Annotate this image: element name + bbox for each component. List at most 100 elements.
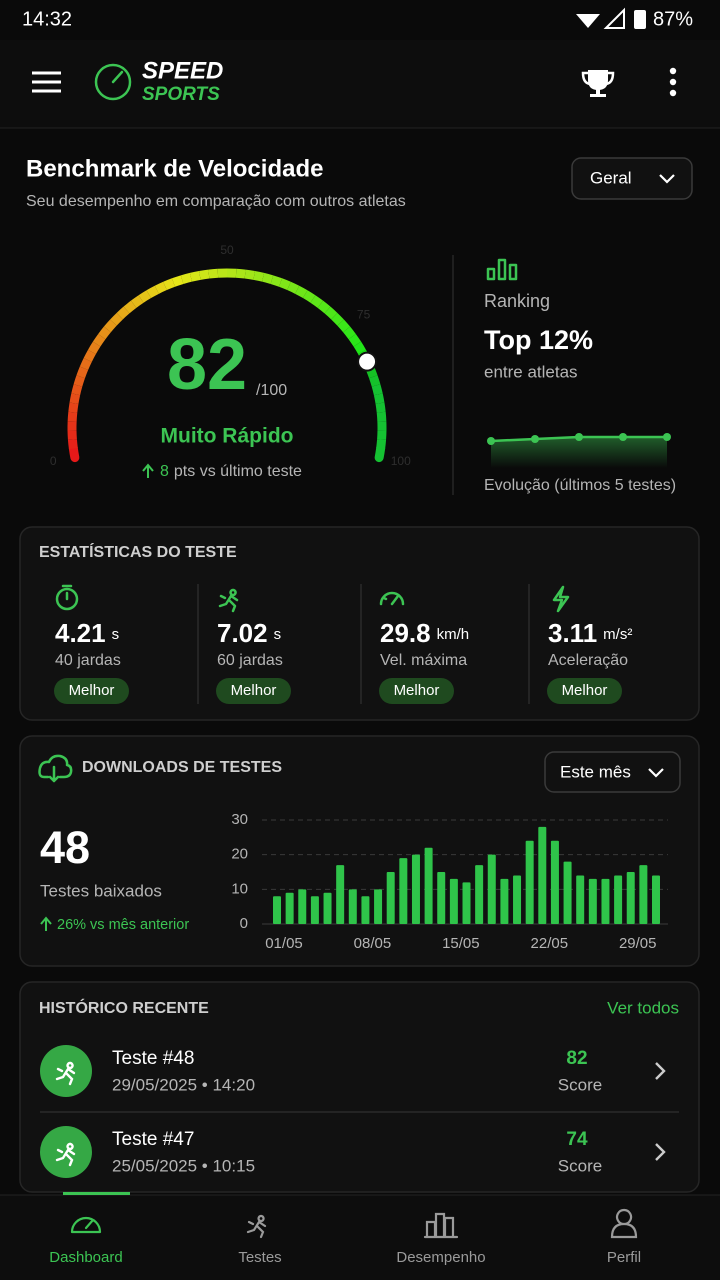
stat-badge: [547, 678, 622, 704]
stat-badge: [379, 678, 454, 704]
nav-item[interactable]: Testes: [238, 1214, 282, 1266]
stat-icon: [379, 591, 405, 606]
bar: [576, 875, 585, 924]
gauge-arc-segment: [180, 272, 192, 284]
gauge-arc-segment: [154, 281, 167, 294]
more-button[interactable]: [669, 67, 677, 97]
chevron: [655, 1143, 666, 1161]
nav-item[interactable]: Perfil: [607, 1208, 641, 1266]
gauge-arc-segment: [295, 285, 308, 299]
stat-value: 3.11 m/s²: [548, 618, 632, 648]
stat-badge: [216, 678, 291, 704]
status-battery: 87%: [653, 8, 693, 30]
trophy-button[interactable]: [581, 70, 615, 97]
gauge-arc-segment: [374, 444, 386, 463]
nav-label: Dashboard: [49, 1249, 122, 1266]
ranking-icon: [486, 258, 518, 281]
history-item[interactable]: Teste #47 25/05/2025 • 10:15 74 Score: [40, 1126, 666, 1178]
gauge-arc-segment: [235, 268, 246, 279]
gauge-arc-segment: [71, 384, 83, 396]
y-tick-label: 10: [231, 880, 248, 897]
nav-label: Desempenho: [396, 1249, 485, 1266]
bar: [374, 889, 383, 924]
gauge-arc-segment: [369, 375, 381, 387]
bar: [399, 858, 408, 924]
gauge-arc-segment: [371, 384, 383, 396]
stat-badge: [54, 678, 129, 704]
gauge-arc-segment: [67, 439, 78, 450]
gauge-arc-segment: [73, 375, 85, 387]
gauge-arc-segment: [287, 281, 300, 294]
bar: [285, 892, 294, 924]
ranking-caption: entre atletas: [484, 362, 578, 381]
runner-icon: [55, 1061, 76, 1086]
gauge-arc-segment: [278, 278, 291, 291]
trend-point: [531, 435, 539, 443]
trend-area: [491, 437, 667, 468]
bar: [588, 878, 597, 924]
gauge-arc-segment: [116, 306, 130, 320]
gauge-arc-segment: [83, 349, 96, 362]
bar: [310, 896, 319, 924]
gauge-arc-segment: [348, 333, 362, 347]
ranking-value: Top 12%: [484, 325, 593, 355]
stats-list: 4.21 s 40 jardas Melhor 7.02 s 60 jardas Melhor…: [54, 584, 632, 704]
downloads-chart: 0 10 20 30 01/05 08/05 15/05 22/05 29/05: [231, 811, 668, 952]
filter-dropdown[interactable]: Geral: [571, 157, 693, 200]
gauge-arc-segment: [244, 269, 255, 280]
signal-icon: [603, 7, 625, 29]
bar: [538, 826, 547, 924]
active-indicator: [63, 1192, 130, 1195]
nav-label: Perfil: [607, 1249, 641, 1266]
stat-icon: [218, 588, 239, 613]
bar: [361, 896, 370, 924]
gauge-arc-segment: [253, 270, 265, 282]
history-score-label: Score: [558, 1156, 602, 1175]
period-dropdown[interactable]: Este mês: [544, 751, 681, 793]
downloads-total: 48: [40, 822, 90, 873]
history-score: 82: [566, 1048, 587, 1069]
score-value: 82: [167, 325, 247, 405]
trend-point: [619, 433, 627, 441]
stat-number: 7.02: [217, 618, 268, 648]
score-delta: 8 pts vs último teste: [160, 463, 302, 480]
bar: [437, 872, 446, 924]
bar: [475, 865, 484, 924]
benchmark-title: Benchmark de Velocidade: [26, 155, 323, 182]
gauge-arc-segment: [138, 290, 152, 303]
gauge-arc-segment: [76, 366, 89, 379]
bar: [513, 875, 522, 924]
score-max: /100: [256, 382, 287, 399]
runner-icon: [55, 1142, 76, 1167]
nav-item[interactable]: Dashboard: [49, 1216, 123, 1266]
downloads-change: 26% vs mês anterior: [57, 917, 189, 933]
bar: [563, 861, 572, 924]
gauge-arc-segment: [373, 393, 385, 404]
gauge-tick-label: 100: [391, 454, 411, 468]
gauge-arc-segment: [98, 326, 111, 340]
x-tick-label: 01/05: [265, 935, 303, 952]
nav-icon: [70, 1216, 102, 1234]
gauge-tick-label: 75: [357, 308, 371, 322]
y-tick-label: 0: [240, 915, 248, 932]
gauge-arc-segment: [208, 268, 219, 279]
nav-icon: [246, 1214, 267, 1239]
brand-bottom: SPORTS: [142, 84, 220, 105]
y-tick-label: 30: [231, 811, 248, 828]
stat-icon: [55, 584, 79, 611]
gauge-arc-segment: [88, 341, 101, 355]
nav-item[interactable]: Desempenho: [396, 1212, 486, 1266]
stat-label: Aceleração: [548, 652, 628, 669]
history-link[interactable]: Ver todos: [607, 998, 679, 1017]
menu-button[interactable]: [32, 71, 61, 93]
chevron: [655, 1062, 666, 1080]
gauge-arc-segment: [92, 333, 106, 347]
delta-text: pts vs último teste: [174, 463, 302, 480]
nav-label: Testes: [238, 1249, 281, 1266]
gauge-tick-label: 0: [50, 454, 57, 468]
gauge-arc-segment: [310, 295, 324, 308]
bar: [348, 889, 357, 924]
history-item[interactable]: Teste #48 29/05/2025 • 14:20 82 Score: [40, 1045, 666, 1097]
bar: [639, 865, 648, 924]
